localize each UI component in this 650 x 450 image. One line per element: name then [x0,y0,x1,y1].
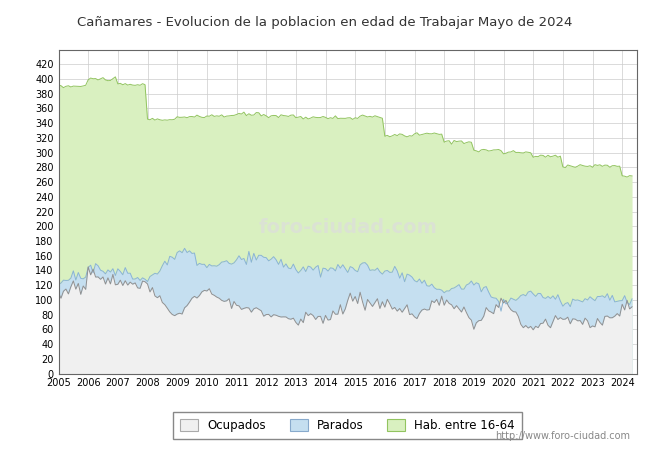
Legend: Ocupados, Parados, Hab. entre 16-64: Ocupados, Parados, Hab. entre 16-64 [174,412,522,439]
Text: foro-ciudad.com: foro-ciudad.com [258,218,437,237]
Text: Cañamares - Evolucion de la poblacion en edad de Trabajar Mayo de 2024: Cañamares - Evolucion de la poblacion en… [77,16,573,29]
Text: http://www.foro-ciudad.com: http://www.foro-ciudad.com [495,431,630,441]
